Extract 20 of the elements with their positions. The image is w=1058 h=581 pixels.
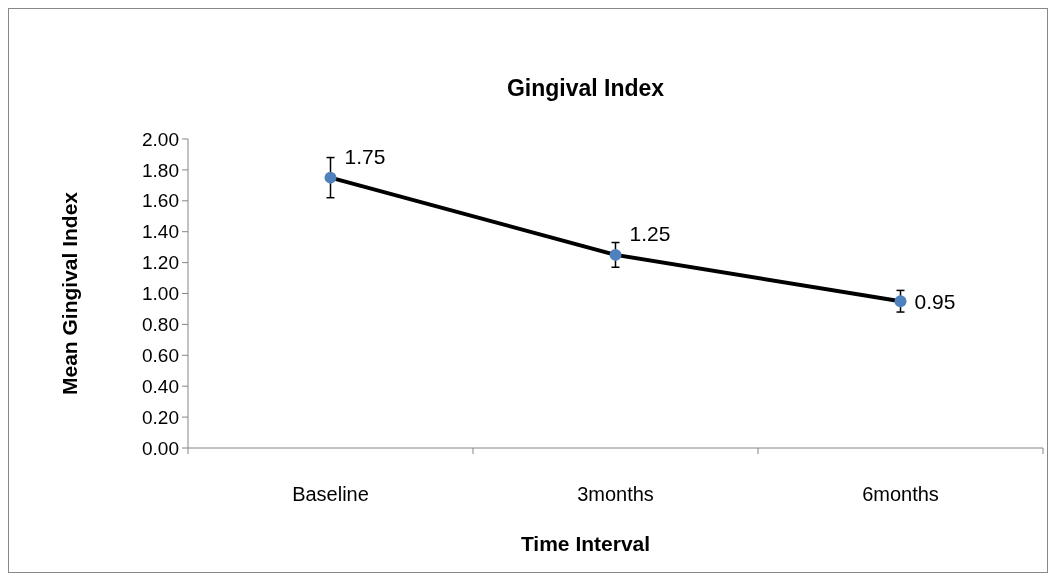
chart-title: Gingival Index [506,75,665,101]
data-label: 1.75 [344,144,386,168]
y-tick-label: 1.60 [142,190,179,212]
x-tick-label: 3months [577,483,654,505]
y-tick-label: 0.20 [142,406,179,428]
y-tick-label: 1.20 [142,252,179,274]
x-axis-title: Time Interval [520,532,651,555]
y-tick-label: 0.40 [142,375,179,397]
data-label: 1.25 [629,221,671,245]
y-tick-label: 1.00 [142,283,179,305]
y-tick-label: 1.40 [142,221,179,243]
y-tick-label: 1.80 [142,159,179,181]
x-tick-label: 6months [862,483,939,505]
x-tick-label: Baseline [292,483,369,505]
y-tick-label: 0.00 [142,437,179,459]
y-tick-label: 2.00 [142,128,179,150]
y-tick-label: 0.80 [142,314,179,336]
y-axis-title: Mean Gingival Index [58,191,81,396]
data-label: 0.95 [914,290,956,314]
y-tick-label: 0.60 [142,344,179,366]
